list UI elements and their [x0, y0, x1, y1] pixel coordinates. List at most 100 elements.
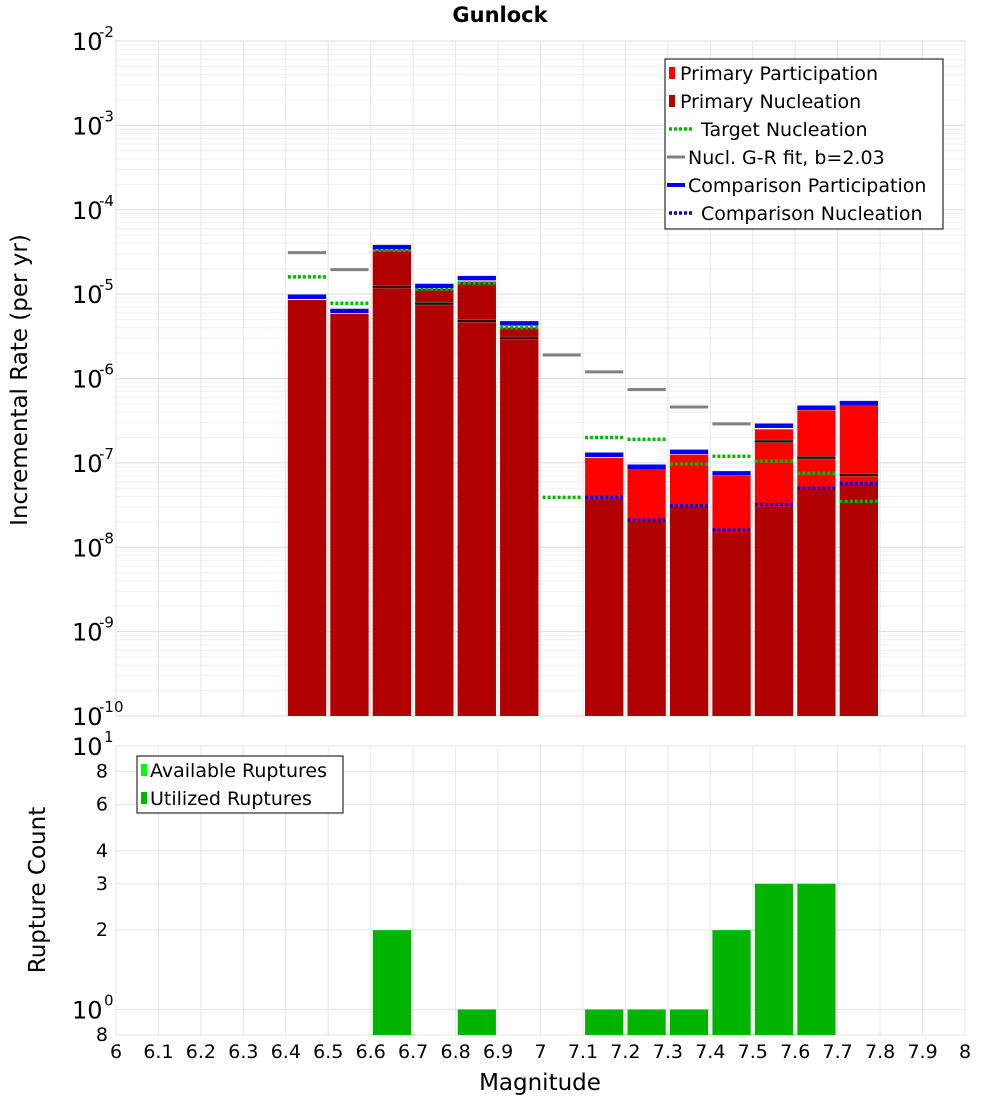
nucleation-bar: [457, 281, 496, 716]
y-tick: 8: [96, 1024, 108, 1046]
x-tick-label: 6.2: [186, 1041, 216, 1063]
nucleation-bar: [500, 327, 539, 716]
x-tick-label: 6.3: [228, 1041, 258, 1063]
rate-plot-bars: [287, 250, 878, 717]
x-tick-label: 7.9: [907, 1041, 937, 1063]
x-tick-label: 6.6: [356, 1041, 386, 1063]
x-tick-label: 8: [959, 1041, 971, 1063]
y-tick-exponent: -6: [99, 361, 114, 379]
legend-item: Available Ruptures: [141, 760, 327, 782]
legend-swatch: [669, 67, 675, 79]
y-tick-exponent: -3: [99, 107, 114, 125]
rupture-count-bar: [627, 1009, 666, 1035]
x-tick-label: 7.7: [823, 1041, 853, 1063]
y-tick: 10-6: [72, 361, 114, 394]
y-tick-label: 8: [96, 761, 108, 783]
chart-title: Gunlock: [452, 3, 548, 27]
legend-item: Utilized Ruptures: [141, 788, 312, 810]
y-tick-base: 10: [72, 733, 103, 761]
count-plot-grid: [115, 745, 966, 1036]
legend-item: Primary Participation: [669, 63, 878, 85]
legend-box: [136, 755, 344, 814]
nucleation-bar: [287, 300, 327, 716]
rate-plot-lines: [287, 244, 878, 532]
y-tick: 10-7: [72, 445, 114, 478]
legend-item: Nucl. G-R fit, b=2.03: [667, 147, 885, 169]
x-tick-label: 6.9: [483, 1041, 513, 1063]
y-tick-base: 10: [72, 619, 103, 647]
y-tick-label: 2: [96, 919, 108, 941]
legend-label: Comparison Participation: [688, 175, 926, 197]
rate-plot-y-axis-label: Incremental Rate (per yr): [7, 234, 33, 526]
y-tick-exponent: 0: [104, 991, 114, 1009]
rupture-count-bar: [797, 883, 836, 1035]
y-tick: 10-10: [72, 698, 124, 731]
y-tick-exponent: -5: [99, 276, 114, 294]
nucleation-bar: [415, 289, 454, 716]
x-tick-label: 6.4: [271, 1041, 301, 1063]
count-plot-bars: [372, 883, 836, 1035]
y-tick: 10-9: [72, 614, 114, 647]
x-tick-label: 7.2: [610, 1041, 640, 1063]
y-tick-base: 10: [72, 366, 103, 394]
y-tick-exponent: -9: [99, 614, 114, 632]
y-tick-exponent: -4: [99, 192, 114, 210]
count-plot-legend: Available Ruptures Utilized Ruptures: [136, 755, 344, 814]
rupture-count-bar: [585, 1009, 624, 1035]
legend-item: Primary Nucleation: [669, 91, 861, 113]
legend-box: [664, 58, 944, 230]
legend-label: Comparison Nucleation: [701, 203, 923, 225]
y-tick-base: 10: [72, 534, 103, 562]
legend-label: Utilized Ruptures: [150, 788, 312, 810]
y-tick-base: 10: [72, 703, 103, 731]
y-tick: 2: [96, 919, 108, 941]
y-tick: 4: [96, 840, 108, 862]
y-tick-base: 10: [72, 197, 103, 225]
x-tick-label: 7.8: [865, 1041, 895, 1063]
y-tick: 10-5: [72, 276, 114, 309]
y-tick: 10-8: [72, 529, 114, 562]
nucleation-bar: [627, 521, 666, 716]
legend-label: Nucl. G-R fit, b=2.03: [688, 147, 885, 169]
x-tick-label: 6.1: [143, 1041, 173, 1063]
nucleation-bar: [669, 506, 709, 716]
y-tick: 3: [96, 873, 108, 895]
y-tick-base: 10: [72, 281, 103, 309]
y-tick-exponent: -8: [99, 529, 114, 547]
x-tick-label: 7.3: [653, 1041, 683, 1063]
y-tick-base: 10: [72, 28, 103, 56]
legend-item: Comparison Nucleation: [669, 203, 923, 225]
rate-plot-legend: Primary Participation Primary Nucleation T…: [664, 58, 944, 230]
x-tick-label: 7.1: [568, 1041, 598, 1063]
rupture-count-bar: [669, 1009, 709, 1035]
x-tick-label: 6.7: [398, 1041, 428, 1063]
legend-item: Comparison Participation: [667, 175, 926, 197]
y-tick: 10 1: [72, 728, 114, 761]
y-tick-exponent: -10: [99, 698, 124, 716]
legend-label: Available Ruptures: [150, 760, 327, 782]
x-tick-label: 6.5: [313, 1041, 343, 1063]
y-tick: 10 0: [72, 991, 114, 1024]
y-tick: 8: [96, 761, 108, 783]
x-tick-label: 6: [110, 1041, 122, 1063]
y-tick: 6: [96, 793, 108, 815]
nucleation-bar: [839, 484, 878, 716]
legend-swatch: [141, 764, 147, 776]
nucleation-bar: [330, 314, 369, 716]
nucleation-bar: [585, 499, 624, 716]
y-tick-label: 6: [96, 793, 108, 815]
rupture-count-bar: [457, 1009, 496, 1035]
y-tick-base: 10: [72, 112, 103, 140]
x-tick-label: 6.8: [440, 1041, 470, 1063]
count-plot-y-axis-label: Rupture Count: [25, 807, 51, 973]
legend-label: Target Nucleation: [700, 119, 868, 141]
y-tick-label: 4: [96, 840, 108, 862]
y-tick: 10-3: [72, 107, 114, 140]
legend-label: Primary Nucleation: [680, 91, 861, 113]
legend-label: Primary Participation: [680, 63, 878, 85]
nucleation-bar: [797, 489, 836, 716]
